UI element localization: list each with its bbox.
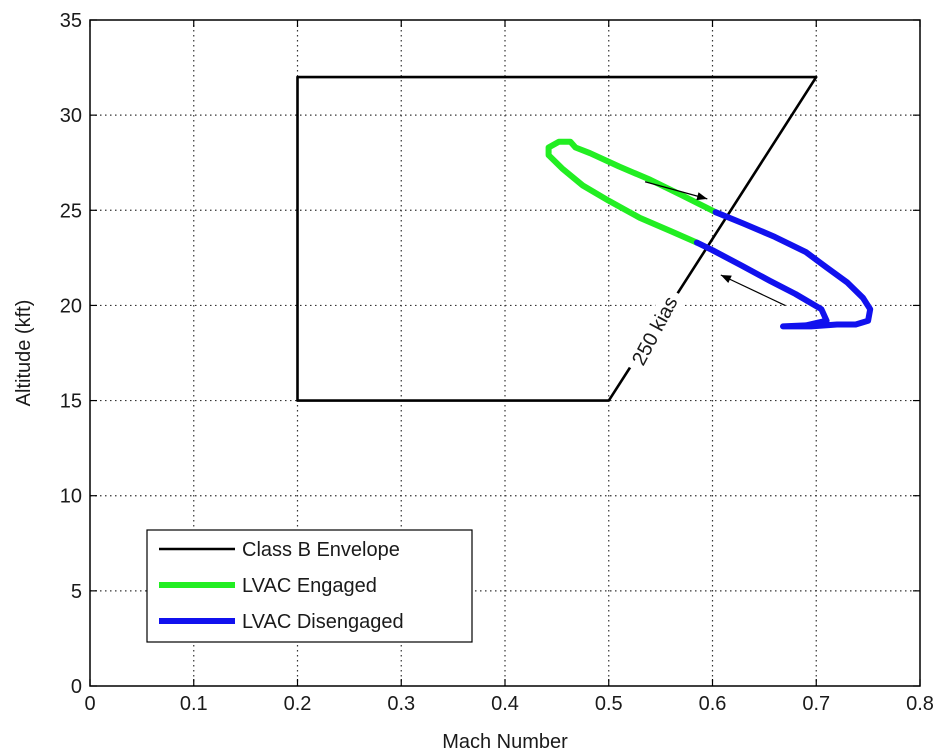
series-line-class-b-envelope <box>296 75 818 402</box>
y-tick-label: 15 <box>60 391 82 413</box>
series-line-lvac-engaged <box>545 138 719 246</box>
y-tick-label: 30 <box>60 105 82 127</box>
arrow-head-1 <box>720 274 732 284</box>
legend-label-lvac-engaged: LVAC Engaged <box>242 575 377 597</box>
series-line-lvac-disengaged <box>693 209 874 330</box>
y-tick-label: 25 <box>60 200 82 222</box>
y-tick-label: 10 <box>60 486 82 508</box>
x-tick-label: 0.8 <box>906 693 934 715</box>
arrow-head-0 <box>696 192 708 201</box>
annotation-background <box>624 286 687 376</box>
y-tick-label: 5 <box>71 581 82 603</box>
series-group <box>296 75 874 402</box>
legend: Class B Envelope LVAC Engaged LVAC Disen… <box>146 529 473 643</box>
arrow-shaft-1 <box>720 274 786 306</box>
y-axis-label: Altitude (kft) <box>13 300 35 407</box>
x-tick-label: 0.4 <box>491 693 519 715</box>
x-tick-label: 0.3 <box>387 693 415 715</box>
y-tick-label: 20 <box>60 295 82 317</box>
x-axis-label: Mach Number <box>442 731 568 753</box>
arrow-shaft-0 <box>644 181 708 200</box>
legend-label-class-b-envelope: Class B Envelope <box>242 539 400 561</box>
x-tick-label: 0.2 <box>284 693 312 715</box>
x-tick-label: 0.7 <box>802 693 830 715</box>
axis-ticks: 0 0.1 0.2 0.3 0.4 0.5 0.6 0.7 0.8 0 5 10 15 20 25 30 35 <box>60 10 934 715</box>
y-tick-label: 35 <box>60 10 82 32</box>
x-tick-label: 0.5 <box>595 693 623 715</box>
x-tick-label: 0.6 <box>699 693 727 715</box>
y-tick-label: 0 <box>71 676 82 698</box>
x-tick-label: 0 <box>84 693 95 715</box>
x-tick-label: 0.1 <box>180 693 208 715</box>
legend-label-lvac-disengaged: LVAC Disengaged <box>242 611 404 633</box>
